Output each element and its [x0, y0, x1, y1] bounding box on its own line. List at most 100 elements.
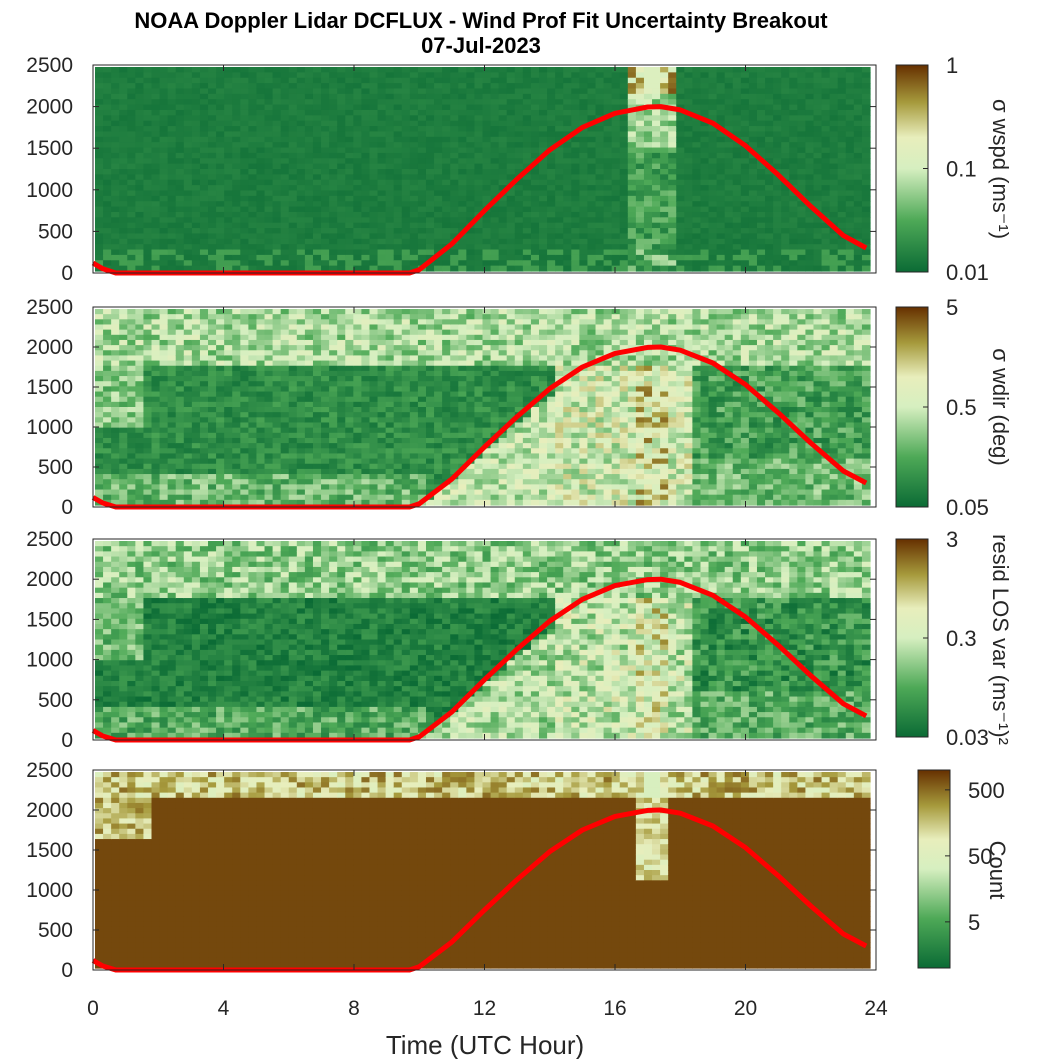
heatmap-cell [151, 412, 161, 418]
heatmap-cell [264, 77, 274, 84]
heatmap-cell [676, 190, 685, 197]
heatmap-cell [280, 437, 290, 444]
heatmap-cell [724, 126, 734, 133]
heatmap-cell [563, 211, 572, 218]
heatmap-cell [845, 169, 855, 175]
heatmap-cell [498, 109, 508, 116]
heatmap-cell [708, 244, 718, 251]
heatmap-cell [232, 360, 241, 367]
heatmap-cell [660, 72, 669, 79]
heatmap-cell [143, 417, 153, 424]
heatmap-cell [183, 314, 193, 320]
heatmap-cell [329, 93, 338, 100]
heatmap-cell [765, 120, 774, 127]
heatmap-cell [224, 163, 233, 170]
heatmap-cell [103, 396, 112, 403]
heatmap-cell [765, 265, 774, 272]
heatmap-cell [232, 265, 241, 272]
heatmap-cell [603, 83, 613, 90]
heatmap-cell [789, 93, 798, 100]
heatmap-cell [514, 217, 524, 224]
heatmap-cell [611, 244, 621, 251]
heatmap-cell [724, 260, 734, 267]
heatmap-cell [232, 222, 241, 229]
heatmap-cell [191, 217, 201, 224]
heatmap-cell [401, 201, 411, 208]
heatmap-cell [611, 115, 621, 122]
heatmap-cell [571, 190, 580, 197]
heatmap-cell [175, 432, 185, 439]
heatmap-cell [329, 190, 338, 197]
heatmap-cell [296, 396, 306, 403]
heatmap-cell [765, 228, 774, 235]
heatmap-cell [272, 179, 282, 186]
heatmap-cell [635, 201, 645, 208]
heatmap-cell [700, 88, 710, 95]
heatmap-cell [393, 136, 403, 143]
heatmap-cell [506, 126, 516, 133]
heatmap-cell [409, 244, 419, 251]
heatmap-cell [417, 104, 427, 111]
heatmap-cell [167, 88, 177, 95]
heatmap-cell [837, 142, 847, 149]
heatmap-cell [345, 115, 354, 122]
heatmap-cell [474, 120, 484, 127]
heatmap-cell [611, 83, 621, 90]
heatmap-cell [264, 169, 274, 175]
heatmap-cell [135, 67, 145, 73]
heatmap-cell [248, 401, 258, 408]
heatmap-cell [458, 169, 467, 175]
heatmap-cell [474, 185, 484, 192]
heatmap-cell [353, 329, 362, 336]
heatmap-cell [345, 244, 354, 251]
heatmap-cell [103, 427, 112, 434]
heatmap-cell [385, 152, 395, 159]
heatmap-cell [95, 350, 104, 357]
heatmap-cell [700, 142, 710, 149]
heatmap-cell [119, 314, 128, 320]
heatmap-cell [232, 437, 241, 444]
heatmap-cell [127, 238, 136, 245]
heatmap-cell [345, 228, 354, 235]
heatmap-cell [288, 329, 298, 336]
heatmap-cell [199, 136, 209, 143]
heatmap-cell [547, 109, 556, 116]
heatmap-cell [345, 324, 354, 331]
heatmap-cell [240, 309, 249, 315]
heatmap-cell [296, 381, 306, 387]
heatmap-cell [442, 206, 451, 213]
heatmap-cell [111, 93, 120, 100]
heatmap-cell [619, 265, 629, 272]
heatmap-cell [127, 67, 136, 73]
heatmap-cell [248, 396, 258, 403]
heatmap-cell [498, 179, 508, 186]
heatmap-cell [111, 265, 120, 272]
heatmap-cell [522, 179, 532, 186]
heatmap-cell [571, 238, 580, 245]
heatmap-cell [821, 174, 831, 181]
heatmap-cell [183, 233, 193, 240]
heatmap-cell [522, 126, 532, 133]
heatmap-cell [474, 206, 484, 213]
heatmap-cell [458, 158, 467, 165]
heatmap-cell [256, 417, 266, 424]
heatmap-cell [167, 376, 177, 382]
heatmap-cell [175, 120, 185, 127]
heatmap-cell [312, 479, 322, 485]
heatmap-cell [353, 131, 362, 138]
heatmap-cell [708, 201, 718, 208]
heatmap-cell [264, 494, 274, 501]
heatmap-cell [474, 109, 484, 116]
heatmap-cell [272, 190, 282, 197]
heatmap-cell [756, 136, 766, 143]
heatmap-cell [135, 142, 145, 149]
heatmap-cell [143, 396, 153, 403]
heatmap-cell [571, 142, 580, 149]
heatmap-cell [547, 104, 556, 111]
heatmap-cell [635, 163, 645, 170]
heatmap-cell [224, 499, 233, 506]
heatmap-cell [377, 211, 387, 218]
heatmap-cell [425, 77, 435, 84]
heatmap-cell [861, 228, 871, 235]
heatmap-cell [111, 396, 120, 403]
